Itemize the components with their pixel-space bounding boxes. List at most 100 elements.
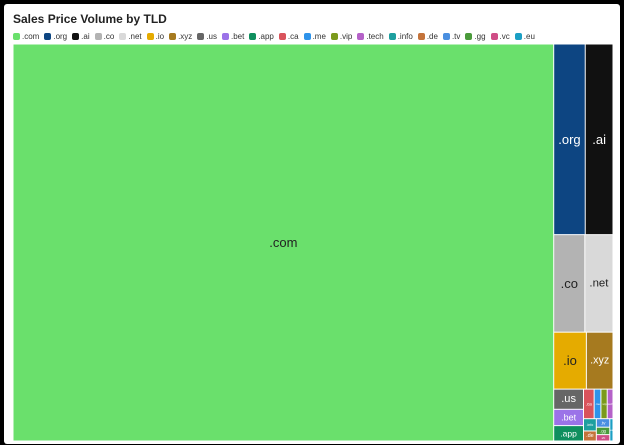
legend-swatch-gg — [465, 33, 473, 40]
tile-rect-gg[interactable] — [596, 427, 610, 435]
legend-item-net[interactable]: .net — [119, 31, 142, 43]
legend-label-eu: .eu — [523, 32, 535, 41]
legend-swatch-tech — [357, 33, 365, 40]
tile-rect-com[interactable] — [13, 44, 554, 441]
legend-item-ai[interactable]: .ai — [72, 31, 90, 43]
legend-swatch-me — [303, 33, 311, 40]
tile-app[interactable]: .app — [554, 426, 583, 441]
tile-xyz[interactable]: .xyz — [586, 332, 613, 389]
legend-item-vc[interactable]: .vc — [490, 31, 510, 43]
legend-item-de[interactable]: .de — [417, 31, 438, 43]
legend-label-de: .de — [426, 32, 438, 41]
tile-me[interactable]: .me — [594, 389, 601, 419]
legend-item-xyz[interactable]: .xyz — [169, 31, 192, 43]
legend-swatch-net — [119, 33, 127, 40]
tile-rect-info[interactable] — [583, 419, 596, 431]
tile-com[interactable]: .com — [13, 44, 554, 441]
tile-label-de: .de — [586, 433, 594, 439]
legend-item-info[interactable]: .info — [388, 31, 413, 43]
tile-rect-io[interactable] — [554, 332, 586, 389]
tile-label-info: .info — [587, 423, 594, 427]
tile-rect-co[interactable] — [554, 235, 585, 332]
tile-bet[interactable]: .bet — [554, 409, 583, 426]
tile-label-co: .co — [561, 276, 578, 291]
tile-label-vc: .vc — [601, 436, 606, 440]
tile-io[interactable]: .io — [554, 332, 586, 389]
legend-item-vip[interactable]: .vip — [330, 31, 353, 43]
tile-tech[interactable]: .tech — [607, 389, 614, 419]
tile-ai[interactable]: .ai — [585, 44, 613, 235]
tile-label-us: .us — [561, 393, 576, 405]
legend-item-me[interactable]: .me — [303, 31, 326, 43]
tile-rect-tech[interactable] — [607, 389, 613, 419]
legend-item-org[interactable]: .org — [44, 31, 67, 43]
tile-rect-vc[interactable] — [596, 435, 610, 441]
tile-label-io: .io — [563, 353, 577, 368]
tile-org[interactable]: .org — [554, 44, 585, 235]
legend-item-tech[interactable]: .tech — [357, 31, 384, 43]
legend-label-tech: .tech — [366, 32, 384, 41]
tile-de[interactable]: .de — [583, 431, 596, 441]
tile-ca[interactable]: .ca — [583, 389, 594, 419]
legend-item-ca[interactable]: .ca — [278, 31, 299, 43]
legend-item-com[interactable]: .com — [13, 31, 39, 43]
legend-item-us[interactable]: .us — [197, 31, 217, 43]
tile-rect-xyz[interactable] — [586, 332, 613, 389]
legend-label-ca: .ca — [287, 32, 299, 41]
tile-label-tv: .tv — [601, 420, 607, 425]
legend-item-bet[interactable]: .bet — [221, 31, 245, 43]
tile-rect-tv[interactable] — [596, 419, 610, 427]
tile-rect-org[interactable] — [554, 44, 585, 235]
legend-label-bet: .bet — [230, 32, 245, 41]
tile-label-bet: .bet — [561, 412, 577, 422]
tile-vip[interactable]: .vip — [601, 389, 607, 419]
tile-label-xyz: .xyz — [590, 355, 609, 367]
legend-swatch-de — [417, 33, 425, 40]
legend-label-vip: .vip — [339, 32, 353, 41]
legend-swatch-vc — [490, 33, 498, 40]
legend-label-us: .us — [206, 32, 217, 41]
chart-legend: .com .org .ai .co .net .io .xyz .us .bet .app .ca.… — [13, 31, 619, 43]
legend-label-co: .co — [103, 32, 115, 41]
tile-rect-us[interactable] — [554, 389, 583, 409]
legend-label-io: .io — [155, 32, 165, 41]
legend-item-io[interactable]: .io — [146, 31, 165, 43]
legend-label-info: .info — [397, 32, 413, 41]
legend-item-app[interactable]: .app — [249, 31, 274, 43]
tile-rect-net[interactable] — [585, 235, 613, 332]
legend-item-tv[interactable]: .tv — [442, 31, 461, 43]
tile-rect-ai[interactable] — [585, 44, 613, 235]
tile-co[interactable]: .co — [554, 235, 585, 332]
tile-rect-me[interactable] — [594, 389, 601, 419]
tile-rect-eu[interactable] — [610, 419, 613, 441]
tile-label-eu: .eu — [609, 428, 614, 432]
tile-rect-vip[interactable] — [601, 389, 607, 419]
tile-label-me: .me — [595, 402, 600, 406]
tile-rect-de[interactable] — [583, 431, 596, 441]
legend-swatch-com — [13, 33, 20, 40]
tile-tv[interactable]: .tv — [596, 419, 610, 427]
tile-label-org: .org — [558, 132, 580, 147]
legend-label-gg: .gg — [474, 32, 486, 41]
legend-item-eu[interactable]: .eu — [514, 31, 535, 43]
tile-label-tech: .tech — [607, 402, 614, 406]
legend-label-me: .me — [312, 32, 326, 41]
tile-us[interactable]: .us — [554, 389, 583, 409]
tile-rect-ca[interactable] — [583, 389, 594, 419]
legend-label-com: .com — [22, 32, 40, 41]
tile-eu[interactable]: .eu — [609, 419, 614, 441]
tile-net[interactable]: .net — [585, 235, 613, 332]
tile-info[interactable]: .info — [583, 419, 596, 431]
legend-label-tv: .tv — [451, 32, 461, 41]
legend-label-org: .org — [53, 32, 68, 41]
legend-item-gg[interactable]: .gg — [465, 31, 486, 43]
legend-item-co[interactable]: .co — [94, 31, 115, 43]
tile-gg[interactable]: .gg — [596, 427, 610, 435]
tile-vc[interactable]: .vc — [596, 435, 610, 441]
tile-rect-bet[interactable] — [554, 409, 583, 426]
tile-rect-app[interactable] — [554, 426, 583, 441]
tile-label-vip: .vip — [602, 402, 607, 406]
tile-label-net: .net — [589, 277, 609, 289]
legend-label-app: .app — [258, 32, 274, 41]
